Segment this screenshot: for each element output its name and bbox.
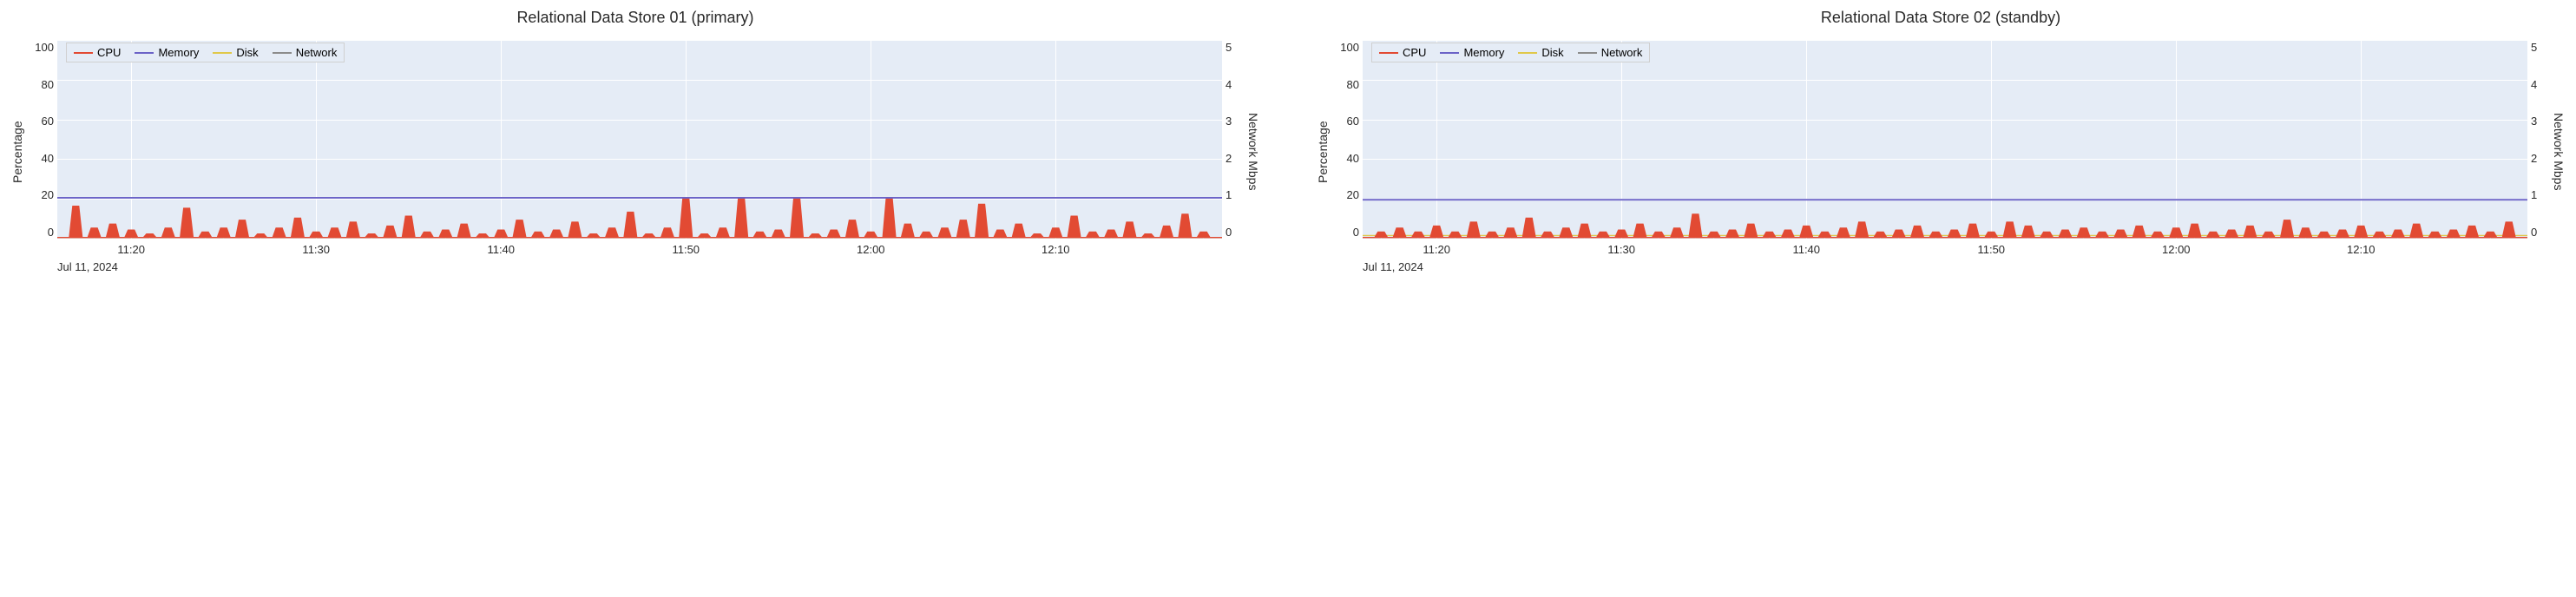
y-tick-left: 0 — [30, 226, 54, 239]
x-tick: 11:20 — [117, 243, 145, 256]
x-axis-date: Jul 11, 2024 — [57, 260, 1222, 273]
chart-panel: Relational Data Store 01 (primary) Percen… — [9, 9, 1262, 273]
legend-label: Network — [296, 46, 338, 59]
y-tick-right: 1 — [1226, 188, 1241, 201]
legend: CPU Memory Disk Network — [1371, 43, 1650, 62]
x-axis-ticks: 11:20 11:30 11:40 11:50 12:00 12:10 — [1363, 239, 2527, 260]
legend-label: Memory — [1463, 46, 1504, 59]
legend-swatch — [135, 52, 154, 54]
legend-item: CPU — [1379, 46, 1426, 59]
x-tick: 11:30 — [1607, 243, 1635, 256]
legend-label: Disk — [236, 46, 258, 59]
x-tick: 12:00 — [2162, 243, 2191, 256]
legend-swatch — [273, 52, 292, 54]
y-axis-left-ticks: 100 80 60 40 20 0 — [1331, 30, 1363, 273]
legend-swatch — [1578, 52, 1597, 54]
legend-swatch — [1518, 52, 1537, 54]
x-tick: 12:10 — [1042, 243, 1070, 256]
legend-item: Disk — [1518, 46, 1563, 59]
chart-wrap: Percentage100806040200CPUMemoryDiskNetwo… — [9, 30, 1262, 273]
y-axis-left-label: Percentage — [9, 30, 26, 273]
x-tick: 11:30 — [302, 243, 330, 256]
y-axis-left-label: Percentage — [1314, 30, 1331, 273]
y-tick-right: 5 — [1226, 41, 1241, 54]
legend-label: CPU — [1403, 46, 1426, 59]
y-tick-right: 4 — [2531, 78, 2546, 91]
chart-panel: Relational Data Store 02 (standby) Percen… — [1314, 9, 2567, 273]
legend-item: Memory — [1440, 46, 1504, 59]
x-tick: 11:50 — [672, 243, 700, 256]
x-tick: 12:00 — [857, 243, 885, 256]
dashboard: Relational Data Store 01 (primary) Percen… — [9, 9, 2567, 273]
plot-area: CPU Memory Disk Network — [1363, 41, 2527, 239]
series-svg — [57, 41, 1222, 239]
y-axis-left-ticks: 100 80 60 40 20 0 — [26, 30, 57, 273]
legend-item: CPU — [74, 46, 121, 59]
x-axis-ticks: 11:20 11:30 11:40 11:50 12:00 12:10 — [57, 239, 1222, 260]
y-tick-right: 5 — [2531, 41, 2546, 54]
legend-item: Network — [273, 46, 338, 59]
y-tick-left: 20 — [1335, 188, 1359, 201]
y-tick-left: 100 — [1335, 41, 1359, 54]
y-tick-left: 60 — [30, 115, 54, 128]
y-tick-left: 60 — [1335, 115, 1359, 128]
legend-label: Disk — [1541, 46, 1563, 59]
legend-label: Memory — [158, 46, 199, 59]
chart-title: Relational Data Store 01 (primary) — [9, 9, 1262, 27]
y-tick-right: 1 — [2531, 188, 2546, 201]
y-tick-left: 0 — [1335, 226, 1359, 239]
legend-label: CPU — [97, 46, 121, 59]
y-tick-left: 20 — [30, 188, 54, 201]
chart-title: Relational Data Store 02 (standby) — [1314, 9, 2567, 27]
y-tick-left: 40 — [30, 152, 54, 165]
x-axis-date: Jul 11, 2024 — [1363, 260, 2527, 273]
y-tick-left: 100 — [30, 41, 54, 54]
series-svg — [1363, 41, 2527, 239]
legend-swatch — [213, 52, 232, 54]
legend-swatch — [74, 52, 93, 54]
legend-item: Network — [1578, 46, 1643, 59]
y-axis-right-ticks: 5 4 3 2 1 0 — [2527, 30, 2550, 273]
legend-item: Memory — [135, 46, 199, 59]
y-tick-left: 80 — [1335, 78, 1359, 91]
y-tick-right: 0 — [1226, 226, 1241, 239]
y-tick-right: 3 — [1226, 115, 1241, 128]
plot-area: CPU Memory Disk Network — [57, 41, 1222, 239]
y-axis-right-label: Network Mbps — [2550, 30, 2567, 273]
legend-swatch — [1379, 52, 1398, 54]
legend: CPU Memory Disk Network — [66, 43, 345, 62]
y-tick-right: 4 — [1226, 78, 1241, 91]
series-cpu — [57, 198, 1222, 238]
series-cpu — [1363, 213, 2527, 237]
chart-wrap: Percentage100806040200CPUMemoryDiskNetwo… — [1314, 30, 2567, 273]
y-tick-left: 40 — [1335, 152, 1359, 165]
x-tick: 11:20 — [1423, 243, 1450, 256]
y-axis-right-label: Network Mbps — [1245, 30, 1262, 273]
y-tick-left: 80 — [30, 78, 54, 91]
y-tick-right: 3 — [2531, 115, 2546, 128]
legend-label: Network — [1601, 46, 1643, 59]
x-tick: 12:10 — [2347, 243, 2376, 256]
y-tick-right: 0 — [2531, 226, 2546, 239]
x-tick: 11:50 — [1977, 243, 2005, 256]
legend-item: Disk — [213, 46, 258, 59]
y-tick-right: 2 — [2531, 152, 2546, 165]
x-tick: 11:40 — [487, 243, 515, 256]
legend-swatch — [1440, 52, 1459, 54]
x-tick: 11:40 — [1792, 243, 1820, 256]
y-axis-right-ticks: 5 4 3 2 1 0 — [1222, 30, 1245, 273]
y-tick-right: 2 — [1226, 152, 1241, 165]
